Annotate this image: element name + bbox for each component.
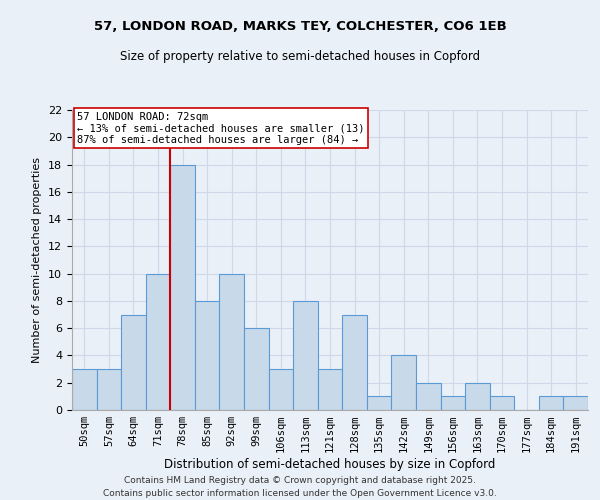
Bar	[391, 356, 416, 410]
Bar	[416, 382, 440, 410]
Bar	[72, 369, 97, 410]
Bar	[440, 396, 465, 410]
Bar	[146, 274, 170, 410]
Bar	[293, 301, 318, 410]
Text: Contains HM Land Registry data © Crown copyright and database right 2025.
Contai: Contains HM Land Registry data © Crown c…	[103, 476, 497, 498]
Bar	[465, 382, 490, 410]
Bar	[121, 314, 146, 410]
Bar	[97, 369, 121, 410]
Text: 57, LONDON ROAD, MARKS TEY, COLCHESTER, CO6 1EB: 57, LONDON ROAD, MARKS TEY, COLCHESTER, …	[94, 20, 506, 33]
Bar	[269, 369, 293, 410]
Bar	[563, 396, 588, 410]
Text: 57 LONDON ROAD: 72sqm
← 13% of semi-detached houses are smaller (13)
87% of semi: 57 LONDON ROAD: 72sqm ← 13% of semi-deta…	[77, 112, 365, 144]
Bar	[220, 274, 244, 410]
Bar	[318, 369, 342, 410]
Bar	[342, 314, 367, 410]
X-axis label: Distribution of semi-detached houses by size in Copford: Distribution of semi-detached houses by …	[164, 458, 496, 471]
Bar	[195, 301, 220, 410]
Y-axis label: Number of semi-detached properties: Number of semi-detached properties	[32, 157, 43, 363]
Bar	[244, 328, 269, 410]
Bar	[539, 396, 563, 410]
Bar	[170, 164, 195, 410]
Bar	[490, 396, 514, 410]
Text: Size of property relative to semi-detached houses in Copford: Size of property relative to semi-detach…	[120, 50, 480, 63]
Bar	[367, 396, 391, 410]
